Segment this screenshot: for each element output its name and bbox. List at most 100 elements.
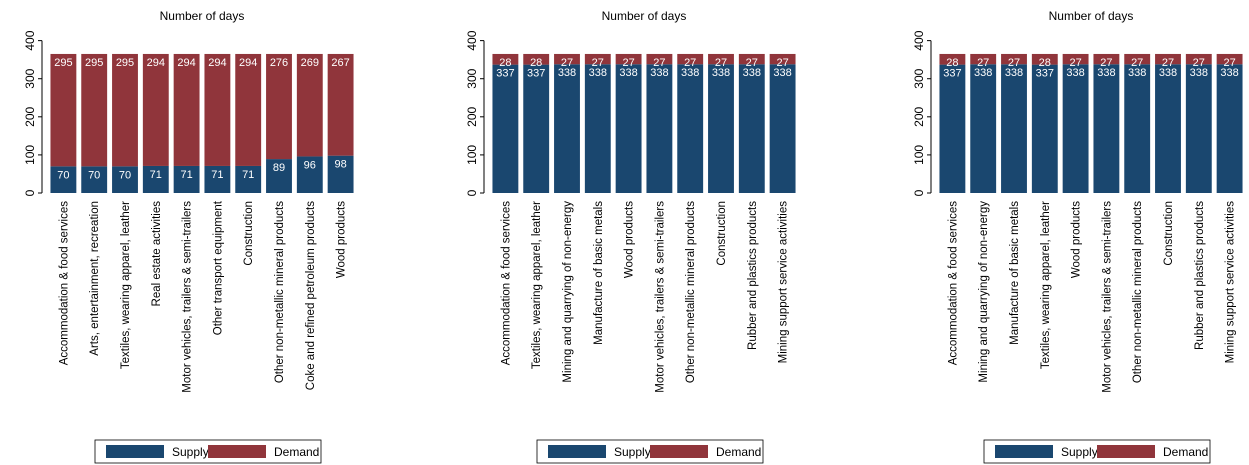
- legend-swatch: [106, 445, 164, 458]
- value-label: 27: [1069, 57, 1081, 69]
- value-label: 27: [684, 57, 696, 69]
- bar-segment: [142, 165, 169, 193]
- bar-segment: [1031, 64, 1058, 193]
- y-tick-label: 100: [912, 145, 926, 165]
- y-tick-label: 300: [912, 68, 926, 88]
- legend-label: Demand: [716, 445, 761, 459]
- bar-segment: [142, 53, 169, 166]
- x-tick-label: Rubber and plastics products: [747, 201, 759, 350]
- bar-segment: [266, 53, 292, 160]
- bar-segment: [939, 64, 966, 193]
- legend: Supply Demand: [983, 439, 1211, 464]
- bar-segment: [1155, 53, 1181, 65]
- x-tick-label: Coke and refined petroleum products: [305, 201, 317, 390]
- value-label: 338: [619, 67, 637, 79]
- legend-swatch: [995, 445, 1053, 458]
- bar-segment: [50, 53, 77, 167]
- y-tick-label: 400: [912, 30, 926, 50]
- value-label: 27: [592, 57, 604, 69]
- value-label: 338: [1066, 67, 1084, 79]
- x-tick-label: Construction: [716, 201, 728, 266]
- bar-segment: [492, 53, 519, 65]
- legend-label: Supply: [614, 445, 651, 459]
- panel: Number of days 0 100 200 300 400 70 295 Accommod…: [23, 9, 354, 464]
- value-label: 28: [499, 57, 511, 69]
- value-label: 27: [1223, 57, 1235, 69]
- value-label: 338: [743, 67, 761, 79]
- value-label: 89: [273, 162, 285, 174]
- bar-segment: [615, 64, 642, 193]
- legend: Supply Demand: [536, 439, 764, 464]
- bar-segment: [1185, 64, 1212, 193]
- legend-swatch: [1097, 445, 1155, 458]
- bar-segment: [112, 166, 138, 193]
- bar-segment: [327, 155, 354, 193]
- x-tick-label: Other non-metallic mineral products: [685, 201, 697, 383]
- x-tick-label: Rubber and plastics products: [1194, 201, 1206, 350]
- y-tick-label: 200: [23, 106, 37, 126]
- bar-segment: [492, 64, 519, 193]
- value-label: 338: [681, 67, 699, 79]
- value-label: 269: [301, 57, 319, 69]
- value-label: 71: [150, 169, 162, 181]
- bar-segment: [523, 53, 550, 65]
- value-label: 28: [1039, 57, 1051, 69]
- value-label: 338: [1005, 67, 1023, 79]
- value-label: 27: [746, 57, 758, 69]
- x-tick-label: Accommodation & food services: [58, 201, 70, 366]
- bar-segment: [1155, 64, 1181, 193]
- y-tick-label: 400: [23, 30, 37, 50]
- bar-segment: [769, 53, 796, 65]
- bar-segment: [204, 53, 231, 166]
- legend: Supply Demand: [94, 439, 322, 464]
- value-label: 338: [1220, 67, 1238, 79]
- value-label: 70: [119, 169, 131, 181]
- value-label: 276: [270, 57, 288, 69]
- value-label: 70: [88, 169, 100, 181]
- x-tick-label: Wood products: [336, 201, 348, 278]
- bar-segment: [708, 64, 734, 193]
- bar-segment: [327, 53, 354, 156]
- x-tick-label: Textiles, wearing apparel, leather: [1040, 201, 1052, 369]
- legend-label: Supply: [172, 445, 209, 459]
- y-tick-label: 0: [465, 189, 479, 196]
- x-tick-label: Other non-metallic mineral products: [274, 201, 286, 383]
- y-tick-label: 200: [912, 106, 926, 126]
- x-tick-label: Other transport equipment: [212, 200, 224, 335]
- bar-segment: [1093, 64, 1120, 193]
- bar-segment: [1062, 64, 1089, 193]
- value-label: 267: [331, 57, 349, 69]
- bar-segment: [81, 166, 108, 193]
- bar-segment: [1001, 53, 1027, 65]
- bar-segment: [554, 64, 580, 193]
- y-tick-label: 0: [912, 189, 926, 196]
- bar-segment: [1216, 64, 1243, 193]
- chart-title: Number of days: [1049, 9, 1134, 23]
- y-tick-label: 200: [465, 106, 479, 126]
- value-label: 27: [1162, 57, 1174, 69]
- bar-segment: [173, 165, 200, 193]
- value-label: 294: [177, 57, 195, 69]
- bar-segment: [738, 53, 765, 65]
- bar-segment: [738, 64, 765, 193]
- value-label: 295: [85, 57, 103, 69]
- bar-segment: [1216, 53, 1243, 65]
- x-tick-label: Motor vehicles, trailers & semi-trailers: [182, 201, 194, 393]
- y-tick-label: 100: [465, 145, 479, 165]
- value-label: 337: [527, 68, 545, 80]
- legend-swatch: [650, 445, 708, 458]
- value-label: 71: [211, 169, 223, 181]
- x-tick-label: Accommodation & food services: [500, 201, 512, 366]
- y-tick-label: 0: [23, 189, 37, 196]
- bar-segment: [646, 64, 673, 193]
- legend-swatch: [208, 445, 266, 458]
- legend-label: Supply: [1061, 445, 1098, 459]
- value-label: 71: [180, 169, 192, 181]
- bar-segment: [235, 53, 262, 166]
- value-label: 337: [496, 68, 514, 80]
- bar-segment: [677, 53, 704, 65]
- bar-segment: [112, 53, 138, 167]
- x-tick-label: Mining support service activities: [1225, 201, 1237, 364]
- value-label: 27: [715, 57, 727, 69]
